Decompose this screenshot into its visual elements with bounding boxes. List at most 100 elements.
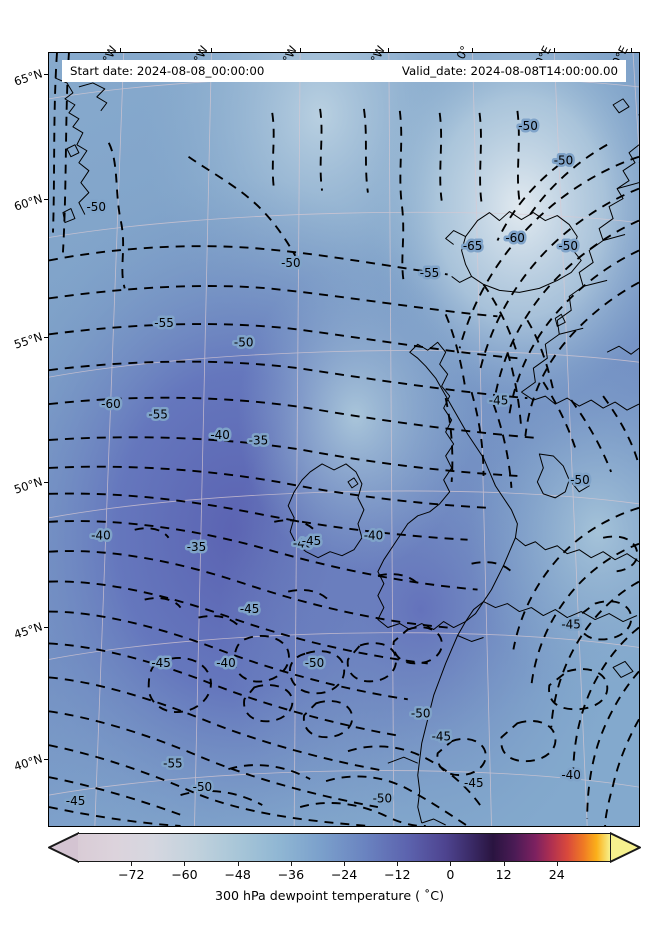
- colorbar-tickmark: [344, 862, 345, 866]
- contour-label-halo: -50: [558, 239, 578, 253]
- colorbar-tick-label: −12: [383, 867, 411, 882]
- colorbar-tick-label: −60: [171, 867, 198, 882]
- contour-label: -45: [240, 602, 260, 616]
- contour-label-halo: -55: [148, 407, 168, 421]
- colorbar-tickmark: [237, 862, 239, 866]
- contour-label-halo: -50: [411, 706, 431, 720]
- contour-label: -50: [518, 119, 538, 133]
- colorbar-max-extend-arrow: [610, 832, 641, 863]
- contour-label-halo: -55: [420, 266, 440, 280]
- contour-label: -45: [464, 776, 484, 790]
- colorbar-tick-label: 24: [548, 867, 565, 882]
- map-render-surface: -50-50-50-50-65-65-60-60-50-50-50-50-50-…: [49, 53, 639, 826]
- lat-tick-label: 60°N: [12, 191, 45, 214]
- contour-label: -50: [373, 791, 393, 805]
- colorbar-min-extend-arrow: [48, 832, 79, 863]
- contour-label-halo: -65: [463, 239, 483, 253]
- contour-label-halo: -50: [570, 473, 590, 487]
- contour-label: -50: [570, 473, 590, 487]
- contour-label: -45: [489, 393, 509, 407]
- lon-tickmark: [210, 48, 212, 52]
- contour-label-halo: -40: [91, 529, 111, 543]
- contour-label-halo: -45: [561, 618, 581, 632]
- map-plot-area[interactable]: -50 -50 -50 -50 -65 -65 -60 -60 -50 -50 -50 -50 -50-…: [48, 52, 640, 827]
- lon-tickmark: [120, 48, 122, 52]
- valid-date-text: Valid_date: 2024-08-08T14:00:00.00: [401, 64, 618, 78]
- contour-label-halo: -45: [432, 730, 452, 744]
- contour-label: -40: [293, 536, 313, 550]
- colorbar-tickmark: [503, 862, 505, 866]
- contour-label-halo: -45: [302, 534, 322, 548]
- lat-tickmark: [44, 199, 48, 201]
- lat-tick-label: 50°N: [12, 474, 45, 497]
- lat-tick-label: 40°N: [12, 751, 45, 774]
- contour-label: -50: [86, 200, 106, 214]
- contour-label-halo: -45: [240, 602, 260, 616]
- colorbar-tickmark: [556, 862, 558, 866]
- colorbar-tick-label: −72: [117, 867, 145, 882]
- graticule-gridlines: [49, 53, 639, 826]
- contour-label: -50: [554, 154, 574, 168]
- colorbar-tick-label: −24: [330, 867, 358, 882]
- contour-label-halo: -50: [373, 791, 393, 805]
- lat-tick-label: 55°N: [12, 329, 45, 352]
- contour-label-halo: -50: [518, 119, 538, 133]
- lat-tickmark: [44, 337, 48, 339]
- contour-label-halo: -45: [151, 656, 171, 670]
- contour-label-halo: -50: [193, 780, 213, 794]
- contour-label: -55: [154, 316, 174, 330]
- contour-label-halo: -40: [293, 536, 313, 550]
- lat-tickmark: [44, 482, 48, 484]
- contour-lines: [49, 53, 639, 826]
- contour-label-halo: -40: [216, 656, 236, 670]
- lon-tickmark: [388, 48, 390, 52]
- lat-tickmark: [44, 73, 48, 75]
- lat-tickmark: [44, 758, 48, 760]
- contour-label: -40: [210, 428, 230, 442]
- contour-label: -65: [463, 239, 483, 253]
- contour-label-halo: -60: [505, 231, 525, 245]
- contour-labels: -50-50-50-50-65-65-60-60-50-50-50-50-50-…: [63, 116, 592, 810]
- contour-label-halo: -35: [187, 540, 207, 554]
- contour-label: -40: [216, 656, 236, 670]
- contour-label-halo: -45: [489, 393, 509, 407]
- contour-label: -45: [151, 656, 171, 670]
- colorbar-tick-label: 0: [446, 867, 455, 882]
- colorbar-tickmark: [184, 862, 186, 866]
- contour-label: -45: [302, 534, 322, 548]
- contour-label-halo: -45: [66, 794, 86, 808]
- date-info-banner: Start date: 2024-08-08_00:00:00 Valid_da…: [62, 60, 626, 82]
- colorbar[interactable]: −72 −60 −48 −36 −24 −12 0 12 24: [48, 832, 641, 882]
- contour-label: -50: [411, 706, 431, 720]
- contour-label-halo: -35: [249, 434, 269, 448]
- lat-tickmark: [44, 627, 48, 629]
- lon-tickmark: [472, 48, 474, 52]
- contour-label: -40: [561, 768, 581, 782]
- colorbar-tick-label: 12: [495, 867, 512, 882]
- contour-label: -50: [558, 239, 578, 253]
- colorbar-title: 300 hPa dewpoint temperature ( ˚C): [214, 888, 445, 903]
- lon-tickmark: [631, 48, 633, 52]
- contour-label: -35: [187, 540, 207, 554]
- colorbar-gradient: [78, 834, 610, 861]
- colorbar-tickmark: [290, 862, 292, 866]
- contour-label: -40: [91, 529, 111, 543]
- contour-label: -45: [66, 794, 86, 808]
- colorbar-body[interactable]: [78, 833, 610, 862]
- contour-label: -55: [163, 757, 183, 771]
- contour-label-halo: -50: [554, 154, 574, 168]
- contour-label: -45: [561, 618, 581, 632]
- contour-label: -60: [101, 397, 121, 411]
- contour-label: -55: [420, 266, 440, 280]
- colorbar-tickmark: [397, 862, 399, 866]
- contour-label-halo: -55: [163, 757, 183, 771]
- contour-label: -40: [364, 529, 384, 543]
- lon-tickmark: [299, 48, 301, 52]
- colorbar-tick-label: −48: [224, 867, 251, 882]
- contour-label-halo: -50: [234, 335, 254, 349]
- contour-label-halo: -40: [364, 529, 384, 543]
- lat-tick-label: 45°N: [12, 619, 45, 642]
- colorbar-tickmark: [131, 862, 133, 866]
- lon-tickmark: [554, 48, 556, 52]
